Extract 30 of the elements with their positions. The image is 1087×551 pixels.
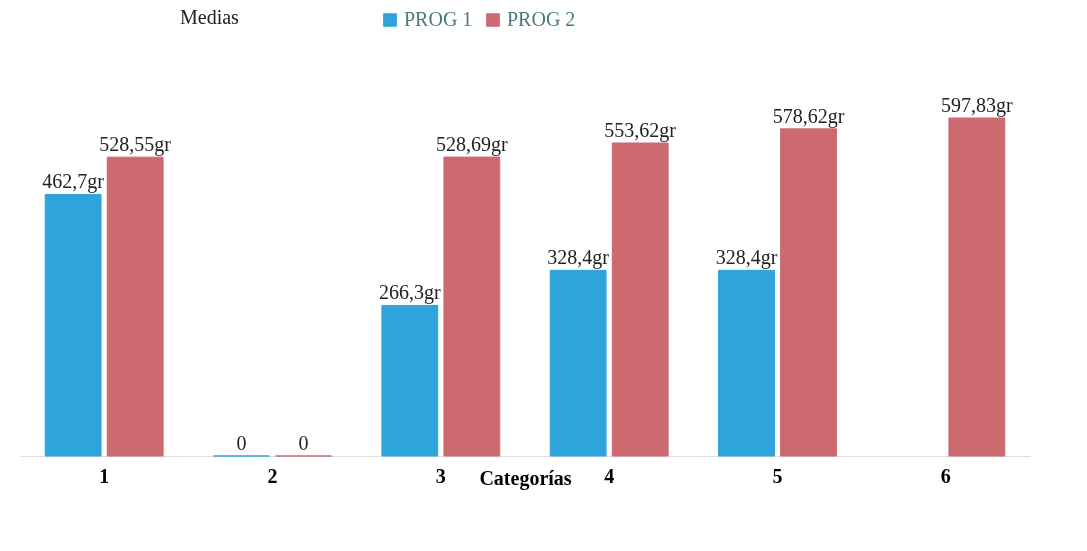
data-label: 578,62gr <box>772 104 845 128</box>
bar <box>549 269 607 457</box>
data-label: 597,83gr <box>941 94 1014 117</box>
x-tick-label: 5 <box>772 464 783 487</box>
bar <box>718 269 775 457</box>
legend-label: PROG 1 <box>404 8 473 30</box>
data-label: 328,4gr <box>715 246 778 270</box>
data-label: 0 <box>236 432 247 454</box>
x-tick-label: 6 <box>940 464 951 487</box>
x-tick-label: 1 <box>99 464 110 487</box>
bar <box>611 142 669 457</box>
data-label: 553,62gr <box>604 119 677 142</box>
data-label: 528,55gr <box>99 133 172 157</box>
legend-label: PROG 2 <box>507 8 576 30</box>
x-tick-label: 4 <box>604 464 615 487</box>
data-label: 0 <box>298 432 309 454</box>
x-tick-label: 2 <box>267 464 278 487</box>
bar <box>948 117 1006 457</box>
chart-title: Medias <box>180 6 240 28</box>
data-label: 266,3gr <box>378 281 441 305</box>
x-axis-title: Categorías <box>479 466 572 490</box>
bar <box>443 156 501 457</box>
bar <box>780 128 837 457</box>
data-label: 328,4gr <box>547 246 610 270</box>
x-tick-label: 3 <box>435 464 446 487</box>
data-label: 528,69gr <box>436 133 509 157</box>
bar <box>381 304 439 457</box>
bar <box>106 156 164 457</box>
data-label: 462,7gr <box>42 170 105 194</box>
bar <box>44 193 102 457</box>
